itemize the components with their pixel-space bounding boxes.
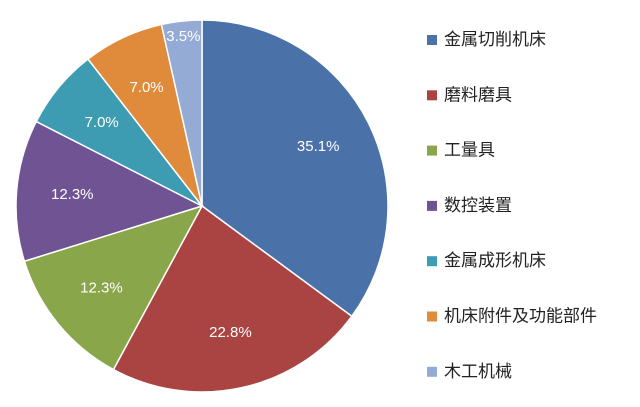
pie-slice — [160, 19, 203, 207]
pie-slice — [112, 204, 353, 393]
data-label: 22.8% — [209, 324, 252, 341]
legend-swatch — [427, 90, 437, 101]
data-label: 3.5% — [166, 28, 200, 45]
legend-swatch — [427, 366, 437, 377]
pie-slice — [15, 120, 204, 263]
legend-swatch — [427, 256, 437, 267]
legend-label: 机床附件及功能部件 — [444, 307, 597, 327]
data-label: 7.0% — [129, 79, 163, 96]
legend-label: 磨料磨具 — [444, 85, 512, 105]
legend-label: 工量具 — [444, 141, 495, 161]
legend-swatch — [427, 311, 437, 322]
data-label: 12.3% — [80, 280, 123, 297]
legend-swatch — [427, 200, 437, 211]
legend-label: 金属成形机床 — [444, 251, 546, 271]
legend-label: 金属切削机床 — [444, 30, 546, 50]
pie-slice — [23, 204, 204, 371]
legend-label: 木工机械 — [444, 362, 512, 382]
data-label: 35.1% — [297, 138, 340, 155]
data-label: 12.3% — [51, 186, 94, 203]
data-label: 7.0% — [85, 114, 119, 131]
pie-slice — [201, 19, 389, 318]
legend-swatch — [427, 35, 437, 45]
legend-label: 数控装置 — [444, 196, 512, 216]
legend-swatch — [427, 145, 437, 156]
